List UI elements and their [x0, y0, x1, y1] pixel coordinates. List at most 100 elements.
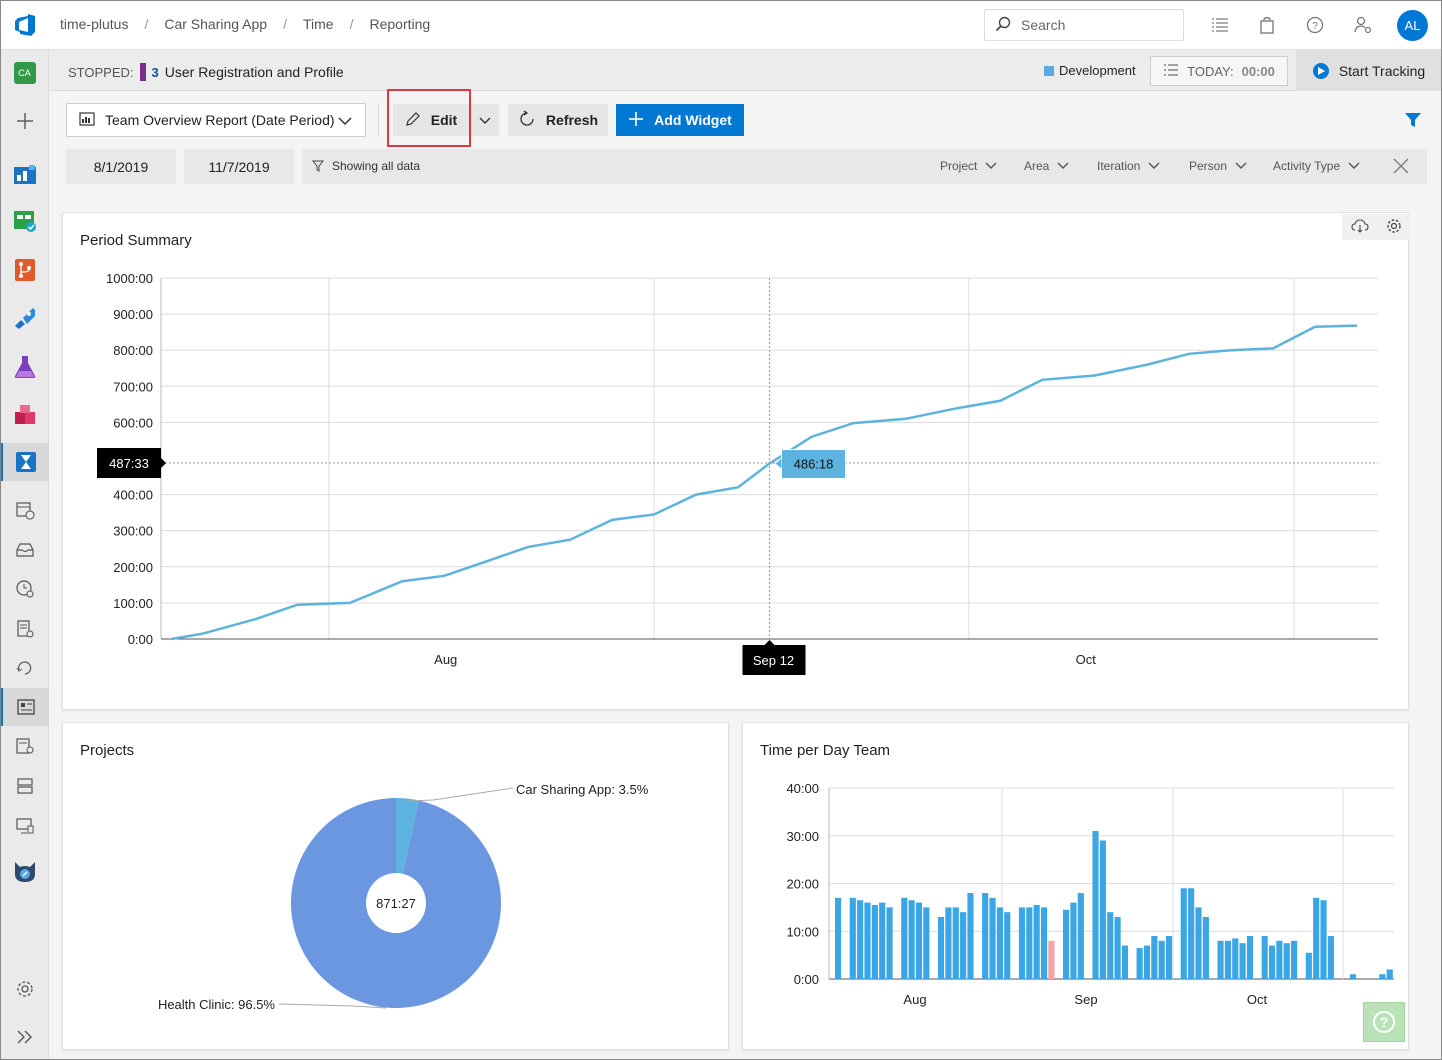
day-bar: [1283, 943, 1290, 979]
day-bar: [871, 904, 878, 979]
showing-all-data: Showing all data: [312, 159, 420, 173]
breadcrumb-project[interactable]: Car Sharing App: [164, 16, 268, 32]
day-bar: [1202, 916, 1209, 979]
help-icon[interactable]: ?: [1304, 14, 1326, 36]
breadcrumb-separator: /: [283, 16, 287, 32]
start-date-picker[interactable]: 8/1/2019: [66, 149, 176, 184]
projects-title: Projects: [80, 742, 135, 759]
crosshair-y-label: 487:33: [109, 456, 149, 471]
day-bar: [901, 897, 908, 979]
y-tick-label: 0:00: [128, 632, 153, 647]
area-filter-label: Area: [1024, 159, 1050, 173]
breadcrumb-org[interactable]: time-plutus: [60, 16, 129, 32]
chevron-down-icon: [985, 162, 997, 169]
edit-dropdown-button[interactable]: [471, 104, 499, 136]
help-fab-button[interactable]: ?: [1363, 1002, 1405, 1042]
crosshair-y-tag-arrow: [161, 458, 166, 469]
day-bar: [1217, 940, 1224, 979]
y-tick-label: 200:00: [113, 560, 153, 575]
edit-button[interactable]: Edit: [393, 104, 469, 136]
day-bar: [1040, 907, 1048, 979]
refresh-label: Refresh: [545, 112, 599, 128]
project-badge[interactable]: CA: [0, 54, 49, 92]
day-bar: [923, 907, 930, 979]
work-item-number[interactable]: 3: [151, 64, 159, 80]
cloud-download-icon[interactable]: [1350, 218, 1369, 236]
boards-icon[interactable]: [0, 202, 49, 240]
work-items-list-icon[interactable]: [1209, 14, 1231, 36]
project-settings-gear-icon[interactable]: [0, 970, 49, 1008]
refresh-icon: [518, 109, 536, 131]
chevron-down-icon: [1148, 162, 1160, 169]
inbox-icon[interactable]: [0, 531, 49, 569]
day-bar: [1261, 936, 1268, 979]
refresh-button[interactable]: Refresh: [508, 104, 608, 136]
day-bar: [1070, 902, 1077, 979]
recurring-icon[interactable]: [0, 649, 49, 687]
reporting-icon[interactable]: [0, 688, 49, 726]
chevron-down-icon: [1057, 162, 1069, 169]
filter-funnel-icon[interactable]: [1404, 112, 1422, 131]
today-label: TODAY:: [1187, 63, 1234, 79]
pie-slice-car-sharing-app: [396, 798, 419, 874]
repos-icon[interactable]: [0, 251, 49, 289]
cat-extension-icon[interactable]: [0, 852, 49, 890]
server-icon[interactable]: [0, 767, 49, 805]
time-view-icon[interactable]: [0, 570, 49, 608]
projects-widget: Projects 871:27 Car Sharing App: 3.5% Heal…: [62, 722, 729, 1050]
start-tracking-button[interactable]: Start Tracking: [1296, 50, 1442, 91]
overview-icon[interactable]: [0, 155, 49, 193]
person-filter-dropdown[interactable]: Person: [1189, 159, 1247, 173]
pipelines-icon[interactable]: [0, 299, 49, 337]
breadcrumb-reporting[interactable]: Reporting: [369, 16, 431, 32]
play-icon: [1312, 62, 1329, 79]
search-box[interactable]: Search: [984, 9, 1184, 41]
day-bar: [1092, 830, 1099, 979]
clear-filters-close-icon[interactable]: [1392, 157, 1410, 178]
pie-total-label: 871:27: [376, 896, 416, 911]
activity-type[interactable]: Development: [1044, 63, 1136, 78]
end-date-picker[interactable]: 11/7/2019: [184, 149, 294, 184]
x-month-label: Oct: [1076, 652, 1097, 667]
start-tracking-label: Start Tracking: [1338, 62, 1426, 79]
work-item-title[interactable]: User Registration and Profile: [164, 64, 344, 80]
activity-type-filter-label: Activity Type: [1273, 159, 1341, 173]
breadcrumb-time[interactable]: Time: [302, 16, 334, 32]
edit-label: Edit: [430, 112, 458, 128]
report-selector[interactable]: Team Overview Report (Date Period): [66, 103, 366, 137]
y-tick-label: 0:00: [794, 972, 819, 987]
day-bar: [945, 907, 952, 979]
y-tick-label: 800:00: [113, 343, 153, 358]
add-widget-button[interactable]: Add Widget: [616, 104, 744, 136]
user-avatar[interactable]: AL: [1397, 10, 1428, 41]
widget-settings-gear-icon[interactable]: [1386, 218, 1402, 237]
projects-pie-chart: 871:27 Car Sharing App: 3.5% Health Clinic…: [158, 782, 649, 1012]
report-settings-icon[interactable]: [0, 727, 49, 765]
user-settings-icon[interactable]: [1352, 14, 1374, 36]
day-bar: [1320, 900, 1327, 979]
chevron-down-icon: [337, 113, 353, 132]
day-bar: [996, 907, 1003, 979]
funnel-outline-icon: [312, 160, 324, 172]
test-plans-icon[interactable]: [0, 348, 49, 386]
filter-bar: Showing all data Project Area Iteration …: [302, 149, 1427, 184]
pie-slice-label: Car Sharing App: 3.5%: [516, 782, 649, 797]
add-icon[interactable]: [0, 102, 49, 140]
calendar-time-icon[interactable]: [0, 491, 49, 529]
day-bar: [1276, 940, 1283, 979]
monitor-icon[interactable]: [0, 807, 49, 845]
expand-chevrons-icon[interactable]: [0, 1018, 49, 1056]
search-icon: [995, 16, 1011, 35]
timesheet-icon[interactable]: [0, 610, 49, 648]
azure-devops-logo-icon[interactable]: [13, 13, 37, 37]
time-tracker-icon[interactable]: [0, 443, 49, 481]
cumulative-time-line: [171, 324, 1358, 641]
marketplace-bag-icon[interactable]: [1256, 14, 1278, 36]
area-filter-dropdown[interactable]: Area: [1024, 159, 1069, 173]
project-filter-dropdown[interactable]: Project: [940, 159, 997, 173]
today-total[interactable]: TODAY: 00:00: [1150, 56, 1288, 86]
iteration-filter-dropdown[interactable]: Iteration: [1097, 159, 1160, 173]
activity-type-filter-dropdown[interactable]: Activity Type: [1273, 159, 1360, 173]
day-bar: [1151, 936, 1158, 979]
artifacts-icon[interactable]: [0, 396, 49, 434]
